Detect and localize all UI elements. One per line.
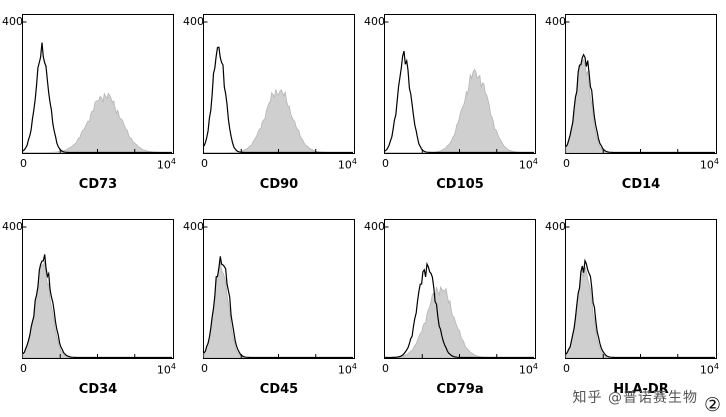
x-axis-max-label: 104 [156,157,176,172]
x-axis-labels: 0 104 [201,362,357,377]
marker-label: HLA-DR [613,382,669,397]
y-axis-label: 400 [183,220,204,233]
histogram-plot [22,14,174,154]
x-axis-min-label: 0 [201,362,208,375]
y-axis-label: 400 [545,15,566,28]
y-axis-label: 400 [2,15,23,28]
marker-label: CD79a [436,382,484,397]
histogram-panel-cd73: 400 0 104 CD73 [0,0,181,205]
x-axis-max-label: 104 [518,157,538,172]
y-axis-label: 400 [183,15,204,28]
histogram-panel-cd105: 400 0 104 CD105 [362,0,543,205]
histogram-panel-cd79a: 400 0 104 CD79a [362,205,543,410]
x-axis-max-label: 104 [699,157,719,172]
x-axis-min-label: 0 [382,157,389,170]
marker-label: CD73 [78,177,118,192]
histogram-plot [565,219,717,359]
x-axis-max-label: 104 [156,362,176,377]
x-axis-max-label: 104 [337,157,357,172]
x-axis-labels: 0 104 [20,362,176,377]
x-axis-labels: 0 104 [382,362,538,377]
histogram-panel-cd34: 400 0 104 CD34 [0,205,181,410]
x-axis-min-label: 0 [563,362,570,375]
x-axis-max-label: 104 [337,362,357,377]
x-axis-min-label: 0 [20,157,27,170]
x-axis-labels: 0 104 [20,157,176,172]
x-axis-min-label: 0 [563,157,570,170]
histogram-panel-cd14: 400 0 104 CD14 [543,0,724,205]
marker-label: CD90 [259,177,299,192]
x-axis-min-label: 0 [382,362,389,375]
histogram-plot [565,14,717,154]
marker-label: CD45 [259,382,299,397]
histogram-panel-cd90: 400 0 104 CD90 [181,0,362,205]
histogram-plot [22,219,174,359]
x-axis-labels: 0 104 [201,157,357,172]
page-badge: ② [703,394,721,416]
x-axis-labels: 0 104 [382,157,538,172]
histogram-panel-hladr: 400 0 104 HLA-DR [543,205,724,410]
y-axis-label: 400 [364,15,385,28]
marker-label: CD105 [436,177,484,192]
y-axis-label: 400 [2,220,23,233]
histogram-plot [203,14,355,154]
x-axis-min-label: 0 [20,362,27,375]
y-axis-label: 400 [545,220,566,233]
histogram-plot [203,219,355,359]
histogram-panel-cd45: 400 0 104 CD45 [181,205,362,410]
marker-label: CD14 [621,177,661,192]
marker-label: CD34 [78,382,118,397]
histogram-plot [384,14,536,154]
x-axis-labels: 0 104 [563,362,719,377]
watermark: 知乎 @普诺赛生物 [572,390,698,406]
x-axis-min-label: 0 [201,157,208,170]
y-axis-label: 400 [364,220,385,233]
histogram-plot [384,219,536,359]
x-axis-max-label: 104 [699,362,719,377]
x-axis-labels: 0 104 [563,157,719,172]
x-axis-max-label: 104 [518,362,538,377]
